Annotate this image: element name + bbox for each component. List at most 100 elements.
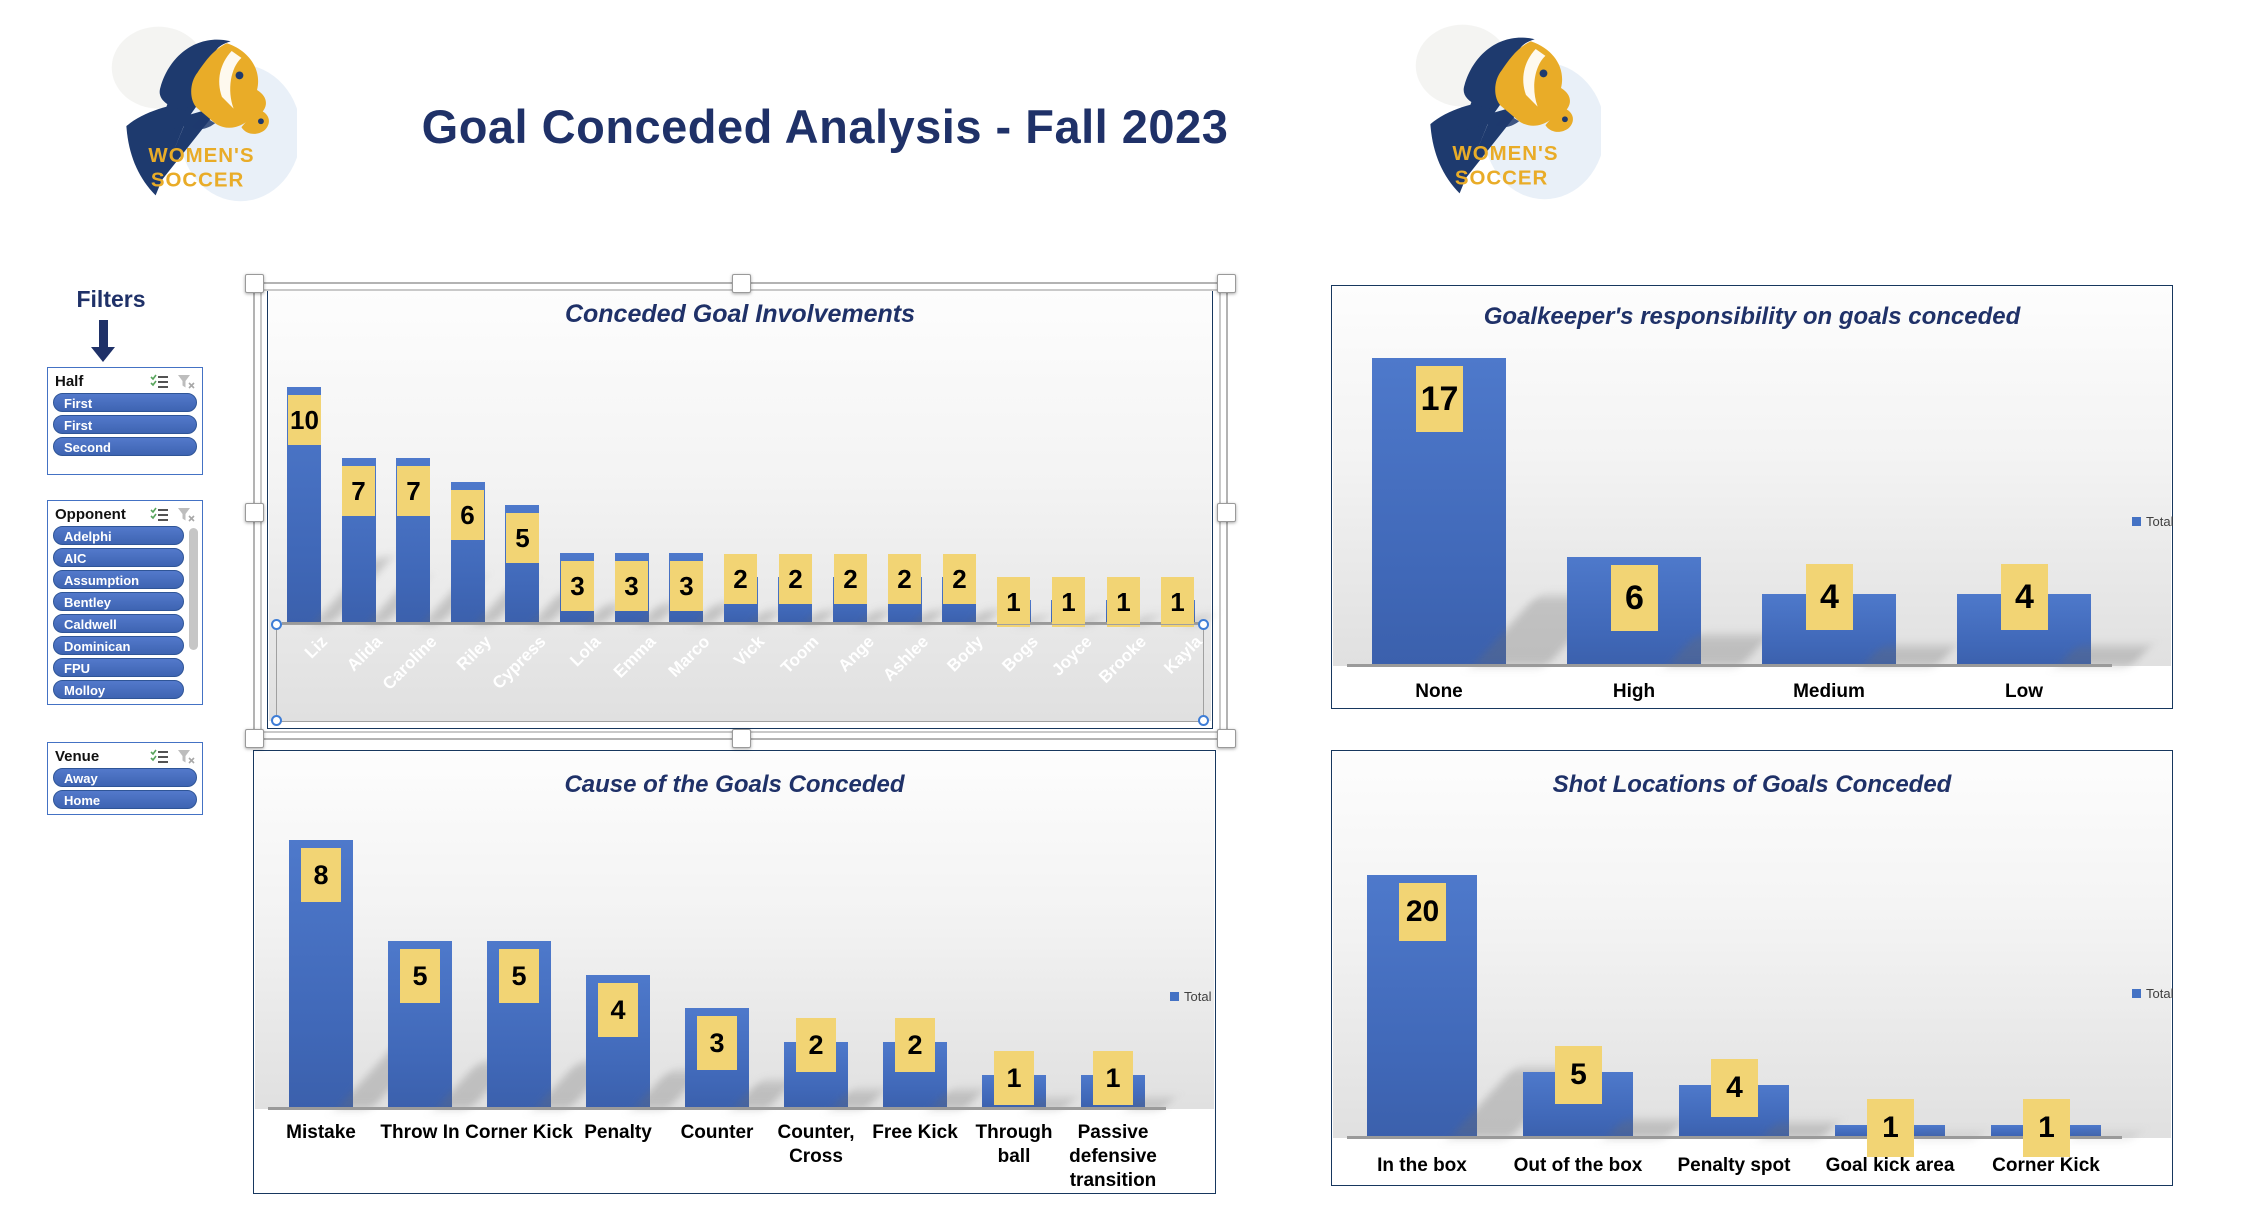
slicer-item[interactable]: Assumption [53,570,184,589]
multi-select-icon[interactable] [150,749,169,764]
slicer-item[interactable]: Dominican [53,636,184,655]
selection-handle[interactable] [1217,274,1236,293]
data-label: 3 [697,1016,737,1070]
multi-select-icon[interactable] [150,374,169,389]
slicer-venue-header: Venue [48,743,202,767]
page-title: Goal Conceded Analysis - Fall 2023 [421,100,1229,154]
slicer-item[interactable]: Away [53,768,197,787]
category-label: Through ball [975,1122,1053,1167]
multi-select-icon[interactable] [150,507,169,522]
data-label: 6 [451,490,484,540]
category-label: Throw In [380,1122,460,1143]
category-label: Corner Kick [465,1122,573,1143]
legend[interactable]: Total [2132,986,2173,1001]
logo-womens-text: WOMEN'S [1452,142,1558,165]
slicer-item[interactable]: FPU [53,658,184,677]
x-axis-line [1347,1136,2122,1139]
legend[interactable]: Total [2132,514,2173,529]
legend-label: Total [1184,989,1212,1004]
slicer-half: Half First First Second [47,367,203,475]
data-label: 3 [561,561,594,611]
slicer-item[interactable]: First [53,415,197,434]
clear-filter-icon[interactable] [177,507,195,522]
x-axis-line [268,1107,1166,1110]
slicer-venue-title: Venue [55,747,100,765]
data-label: 4 [1711,1059,1758,1117]
slicer-item[interactable]: Second [53,437,197,456]
selection-handle[interactable] [245,503,264,522]
data-label: 6 [1611,565,1658,631]
data-label: 3 [670,561,703,611]
chart-title: Shot Locations of Goals Conceded [1552,771,1952,798]
chart-goalkeeper-responsibility[interactable]: Goalkeeper's responsibility on goals con… [1331,285,2173,709]
selection-handle[interactable] [271,619,282,630]
x-axis-line [1347,664,2112,667]
category-label: Mistake [286,1122,356,1143]
slicer-item[interactable]: Caldwell [53,614,184,633]
chart-title: Cause of the Goals Conceded [564,771,905,798]
plot-area: 20 In the box 5 Out of the box 4 Penalty spot… [1332,751,2172,1185]
slicer-item[interactable]: AIC [53,548,184,567]
slicer-item[interactable]: First [53,393,197,412]
data-label: 2 [834,554,867,604]
data-label: 4 [598,983,638,1037]
slicer-opponent-title: Opponent [55,505,126,523]
plot-area: 10 Liz 7 Alida 7 Caroline 6 Riley 5 Cypress 3 Lola 3… [268,290,1212,728]
selection-handle[interactable] [245,729,264,748]
data-label: 2 [888,554,921,604]
chart-cause-of-goals[interactable]: Cause of the Goals Conceded 8 Mistake 5 Thr… [253,750,1216,1194]
slicer-item[interactable]: Molloy [53,680,184,699]
slicer-opponent: Opponent Adelphi AIC Assumption Bentley Cald… [47,500,203,705]
data-label: 2 [779,554,812,604]
selection-handle[interactable] [732,729,751,748]
category-label: Counter, Cross [777,1122,855,1167]
data-label: 1 [1161,577,1194,627]
data-label: 17 [1416,366,1463,432]
selection-handle[interactable] [732,274,751,293]
chart-conceded-goal-involvements[interactable]: Conceded Goal Involvements 10 Liz 7 Alida 7 C… [267,289,1213,729]
slicer-item[interactable]: Bentley [53,592,184,611]
selection-handle[interactable] [271,715,282,726]
logo-soccer-text: SOCCER [1455,167,1548,190]
clear-filter-icon[interactable] [177,374,195,389]
slicer-scrollbar[interactable] [189,528,198,650]
slicer-item[interactable]: Adelphi [53,526,184,545]
category-label: High [1612,681,1656,702]
data-label: 1 [997,577,1030,627]
category-label: Counter [680,1122,754,1143]
category-label: None [1415,681,1463,702]
selection-handle[interactable] [1198,715,1209,726]
legend-marker [2132,989,2141,998]
data-label: 4 [2001,564,2048,630]
slicer-half-header: Half [48,368,202,392]
data-label: 20 [1399,883,1446,941]
data-label: 7 [342,466,375,516]
legend-marker [1170,992,1179,1001]
data-label: 8 [301,848,341,902]
category-label: Penalty [584,1122,652,1143]
legend[interactable]: Total [1170,989,1211,1004]
data-label: 1 [1867,1099,1914,1157]
category-label: Corner Kick [1992,1155,2100,1176]
selection-handle[interactable] [1217,729,1236,748]
team-logo-left: WOMEN'S SOCCER [102,14,301,209]
chart-title: Conceded Goal Involvements [564,300,916,328]
logo-soccer-text: SOCCER [151,169,244,192]
data-label: 5 [499,949,539,1003]
data-label: 5 [400,949,440,1003]
slicer-opponent-header: Opponent [48,501,202,525]
slicer-venue-items: Away Home [48,767,202,814]
selection-handle[interactable] [1217,503,1236,522]
data-label: 2 [796,1018,836,1072]
category-axis-selection[interactable] [276,624,1204,722]
category-label: Passive defensive transition [1069,1122,1157,1191]
slicer-item[interactable]: Home [53,790,197,809]
selection-handle[interactable] [245,274,264,293]
chart-shot-locations[interactable]: Shot Locations of Goals Conceded 20 In th… [1331,750,2173,1186]
clear-filter-icon[interactable] [177,749,195,764]
data-label: 5 [506,513,539,563]
data-label: 1 [1107,577,1140,627]
selection-handle[interactable] [1198,619,1209,630]
category-label: Free Kick [872,1122,958,1143]
womens-soccer-logo-icon: WOMEN'S SOCCER [1408,14,1605,205]
